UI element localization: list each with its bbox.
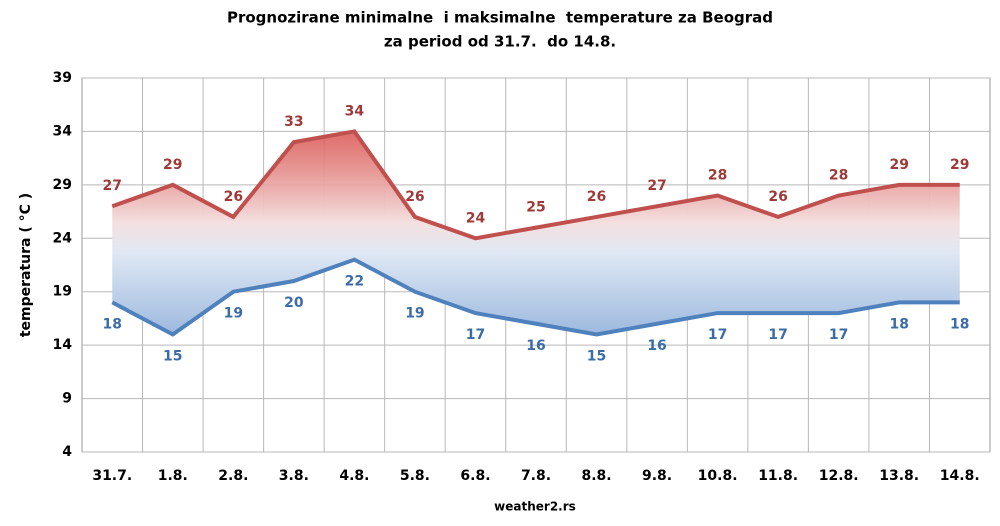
y-tick-label: 9	[62, 391, 72, 407]
data-label: 18	[103, 316, 122, 332]
source-label: weather2.rs	[494, 500, 576, 514]
y-tick-label: 24	[53, 230, 73, 246]
data-label: 26	[587, 189, 606, 205]
chart-subtitle: za period od 31.7. do 14.8.	[384, 33, 616, 51]
data-label: 18	[950, 316, 969, 332]
data-label: 27	[647, 178, 666, 194]
data-label: 19	[405, 306, 424, 322]
data-label: 26	[224, 189, 243, 205]
data-label: 27	[103, 178, 122, 194]
y-tick-label: 39	[53, 70, 72, 86]
chart-title: Prognozirane minimalne i maksimalne temp…	[227, 9, 773, 27]
data-label: 19	[224, 306, 243, 322]
x-tick-label: 4.8.	[339, 468, 369, 484]
data-label: 28	[708, 168, 727, 184]
data-label: 29	[950, 157, 969, 173]
data-label: 28	[829, 168, 848, 184]
x-tick-label: 5.8.	[400, 468, 430, 484]
y-tick-label: 14	[53, 337, 73, 353]
data-label: 33	[284, 114, 303, 130]
x-tick-label: 3.8.	[279, 468, 309, 484]
data-label: 16	[526, 338, 545, 354]
data-label: 24	[466, 210, 486, 226]
data-label: 34	[345, 103, 365, 119]
series-line	[111, 257, 960, 337]
x-tick-label: 8.8.	[581, 468, 611, 484]
data-label: 18	[889, 316, 908, 332]
y-tick-label: 19	[53, 284, 72, 300]
data-label: 26	[405, 189, 424, 205]
y-tick-label: 29	[53, 177, 72, 193]
x-tick-label: 31.7.	[92, 468, 132, 484]
x-tick-label: 14.8.	[940, 468, 980, 484]
series-line	[111, 129, 960, 241]
data-label: 17	[829, 327, 848, 343]
x-tick-label: 10.8.	[698, 468, 738, 484]
x-tick-label: 1.8.	[158, 468, 188, 484]
x-tick-label: 2.8.	[218, 468, 248, 484]
data-label: 16	[647, 338, 666, 354]
y-tick-label: 4	[62, 444, 72, 460]
data-label: 22	[345, 274, 364, 290]
y-axis-label: temperatura ( °C )	[18, 193, 34, 337]
data-label: 26	[768, 189, 787, 205]
x-tick-label: 13.8.	[879, 468, 919, 484]
data-label: 15	[587, 348, 606, 364]
data-label: 25	[526, 200, 545, 216]
x-tick-label: 12.8.	[819, 468, 859, 484]
x-tick-label: 6.8.	[460, 468, 490, 484]
data-label: 29	[163, 157, 182, 173]
data-label: 29	[889, 157, 908, 173]
data-label: 17	[708, 327, 727, 343]
range-area	[112, 131, 960, 335]
data-label: 15	[163, 348, 182, 364]
y-tick-label: 34	[53, 123, 73, 139]
x-tick-label: 11.8.	[758, 468, 798, 484]
x-tick-label: 7.8.	[521, 468, 551, 484]
x-tick-label: 9.8.	[642, 468, 672, 484]
data-label: 17	[768, 327, 787, 343]
data-label: 20	[284, 295, 304, 311]
data-label: 17	[466, 327, 485, 343]
